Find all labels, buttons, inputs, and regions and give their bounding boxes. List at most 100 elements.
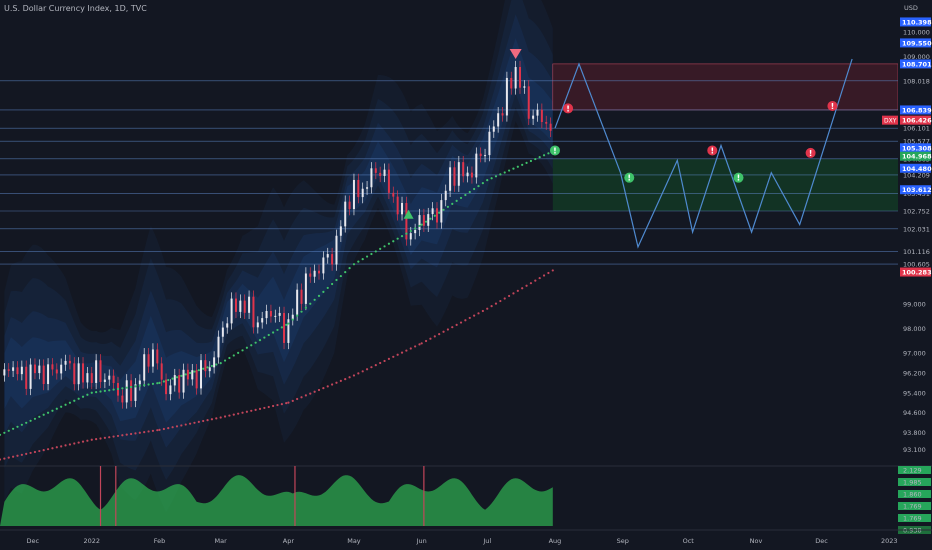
candle-body xyxy=(265,310,268,319)
ema-fast-dot xyxy=(322,290,325,293)
ema-slow-dot xyxy=(361,370,364,373)
ema-slow-dot xyxy=(250,409,253,412)
ema-slow-dot xyxy=(296,397,299,401)
ema-slow-dot xyxy=(446,328,450,331)
candle-body xyxy=(532,115,535,119)
ema-fast-dot xyxy=(409,229,412,233)
ema-slow-dot xyxy=(46,448,50,451)
candle-body xyxy=(422,215,425,226)
candle-body xyxy=(204,360,207,372)
ema-slow-dot xyxy=(90,438,93,441)
ema-fast-dot xyxy=(486,179,489,182)
ema-fast-dot xyxy=(241,349,244,352)
chart-title: U.S. Dollar Currency Index, 1D, TVC xyxy=(4,4,147,13)
ema-slow-dot xyxy=(459,321,463,324)
ema-fast-dot xyxy=(459,196,463,200)
ema-slow-dot xyxy=(512,292,515,295)
candle-body xyxy=(3,369,6,376)
ema-fast-dot xyxy=(344,271,347,274)
ema-slow-dot xyxy=(121,434,124,437)
ema-slow-dot xyxy=(442,330,445,333)
ema-fast-dot xyxy=(503,171,506,174)
ema-fast-dot xyxy=(525,161,528,165)
ema-fast-dot xyxy=(90,391,93,394)
ema-fast-dot xyxy=(379,247,382,250)
ema-fast-dot xyxy=(73,399,76,402)
alert-icon: ! xyxy=(563,103,574,114)
candle-body xyxy=(431,208,434,215)
candle-body xyxy=(274,315,277,317)
ema-fast-dot xyxy=(285,323,288,326)
alert-mark: ! xyxy=(710,146,714,155)
alert-dot xyxy=(827,100,838,111)
symbol-badge: DXY xyxy=(882,115,898,125)
candle-body xyxy=(12,367,15,371)
ema-fast-dot xyxy=(60,405,63,408)
ema-fast-dot xyxy=(20,423,23,426)
ema-fast-dot xyxy=(424,220,428,223)
candle-body xyxy=(112,375,115,384)
candle-body xyxy=(427,214,430,226)
candle-body xyxy=(256,322,259,328)
ema-slow-dot xyxy=(551,269,554,272)
candle-body xyxy=(322,257,325,274)
candle-body xyxy=(374,168,377,173)
ema-fast-dot xyxy=(455,199,458,203)
x-tick-label: Jun xyxy=(416,537,427,545)
osc-tag-box xyxy=(898,514,931,522)
volatility-bands xyxy=(4,0,553,513)
ema-slow-dot xyxy=(20,453,23,456)
osc-tag-box xyxy=(898,478,931,486)
candle-body xyxy=(317,270,320,274)
ema-fast-dot xyxy=(162,380,165,383)
ema-slow-dot xyxy=(167,426,170,430)
ema-fast-dot xyxy=(151,382,155,385)
candle-body xyxy=(86,373,89,383)
ema-slow-dot xyxy=(396,353,399,356)
candle-body xyxy=(143,354,146,381)
alert-dot xyxy=(624,172,635,183)
alert-dot xyxy=(733,172,744,183)
price-tag-110.398: 110.398 xyxy=(900,17,932,27)
candle-body xyxy=(344,201,347,227)
candle-body xyxy=(156,349,159,364)
osc-tag-box xyxy=(898,466,931,474)
ema-fast-dot xyxy=(538,156,541,159)
price-tag-box xyxy=(900,17,931,27)
x-tick-label: 2023 xyxy=(881,537,898,545)
candle-body xyxy=(51,364,54,370)
candle-body xyxy=(20,366,23,375)
ema-slow-dot xyxy=(379,361,382,365)
ema-slow-dot xyxy=(258,407,262,410)
ema-slow-dot xyxy=(291,399,294,402)
ema-slow-dot xyxy=(158,428,161,431)
candle-body xyxy=(326,254,329,258)
alert-mark: ! xyxy=(627,174,631,183)
ema-slow-dot xyxy=(276,403,279,407)
ema-fast-dot xyxy=(171,377,174,380)
ema-fast-dot xyxy=(112,388,115,391)
ema-slow-dot xyxy=(42,449,45,452)
candle-body xyxy=(252,296,255,328)
ema-fast-dot xyxy=(3,431,6,434)
price-tag-100.283: 100.283 xyxy=(900,267,932,277)
alert-mark: ! xyxy=(737,174,741,183)
ema-fast-dot xyxy=(468,190,471,194)
candle-body xyxy=(208,367,211,372)
ema-slow-dot xyxy=(387,357,391,360)
ema-fast-dot xyxy=(81,395,85,398)
ema-fast-dot xyxy=(392,240,395,243)
candle-body xyxy=(296,289,299,315)
ema-slow-dot xyxy=(418,343,421,346)
alert-icon: ! xyxy=(549,145,560,156)
ema-slow-dot xyxy=(516,289,519,292)
ema-fast-dot xyxy=(206,366,209,369)
candle-body xyxy=(291,314,294,320)
y-tick-label: 100.605 xyxy=(903,261,930,269)
candle-body xyxy=(243,300,246,313)
ema-fast-dot xyxy=(232,354,235,357)
ema-fast-dot xyxy=(313,298,316,301)
x-tick-label: Aug xyxy=(549,537,562,545)
candle-body xyxy=(339,226,342,236)
